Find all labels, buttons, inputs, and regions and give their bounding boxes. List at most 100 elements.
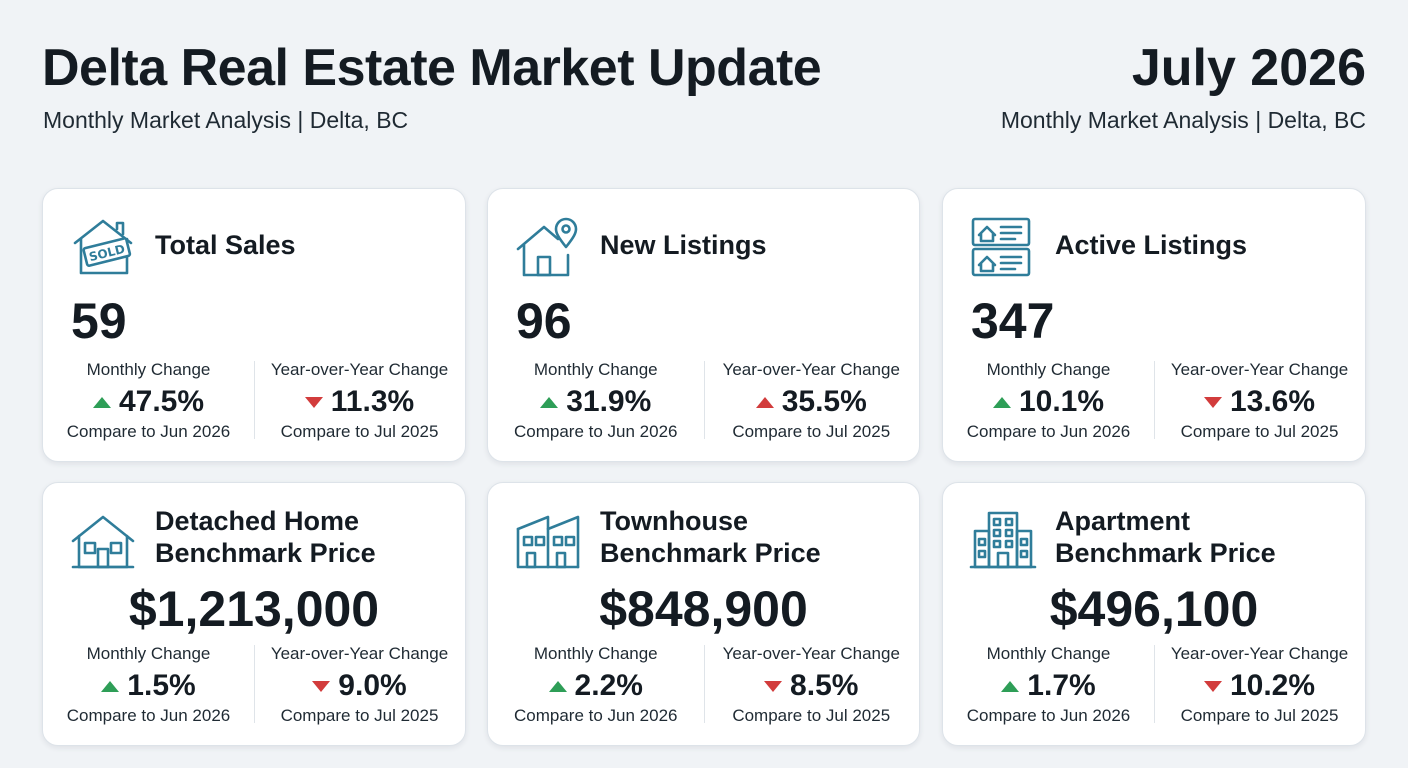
change-stats: Monthly Change 47.5% Compare to Jun 2026… xyxy=(43,359,465,445)
arrow-up-icon xyxy=(101,680,120,692)
divider xyxy=(254,361,255,439)
card-title-line1: Apartment xyxy=(1055,506,1191,536)
monthly-change-value: 31.9% xyxy=(566,385,652,418)
monthly-change-value-row: 1.7% xyxy=(943,667,1154,705)
new-listings-value: 96 xyxy=(516,293,572,349)
card-title-line2: Benchmark Price xyxy=(155,538,376,568)
yoy-change-value: 9.0% xyxy=(338,669,407,702)
yoy-change: Year-over-Year Change 8.5% Compare to Ju… xyxy=(704,643,920,727)
card-title: New Listings xyxy=(600,230,767,260)
card-title-line2: Benchmark Price xyxy=(1055,538,1276,568)
arrow-down-icon xyxy=(304,396,323,408)
change-stats: Monthly Change 10.1% Compare to Jun 2026… xyxy=(943,359,1365,445)
yoy-change-value: 11.3% xyxy=(330,385,415,418)
monthly-change-value-row: 2.2% xyxy=(488,667,704,705)
monthly-change-label: Monthly Change xyxy=(533,360,658,379)
yoy-compare-text: Compare to Jul 2025 xyxy=(732,422,891,441)
divider xyxy=(703,645,705,723)
card-title: Total Sales xyxy=(155,230,296,260)
arrow-up-icon xyxy=(992,396,1011,408)
monthly-change: Monthly Change 1.7% Compare to Jun 2026 xyxy=(943,643,1154,727)
townhouse-price-card: Townhouse Benchmark Price $848,900 Month… xyxy=(487,482,920,746)
monthly-change-label: Monthly Change xyxy=(986,360,1111,379)
monthly-compare-text: Compare to Jun 2026 xyxy=(966,422,1131,441)
detached-house-icon xyxy=(69,509,139,573)
monthly-change: Monthly Change 47.5% Compare to Jun 2026 xyxy=(43,359,254,443)
card-title-line1: Detached Home xyxy=(155,506,360,536)
monthly-change-label: Monthly Change xyxy=(533,644,658,663)
yoy-change-value-row: 8.5% xyxy=(704,667,920,705)
yoy-compare-text: Compare to Jul 2025 xyxy=(1180,706,1339,725)
arrow-up-icon xyxy=(548,680,567,692)
yoy-change: Year-over-Year Change 9.0% Compare to Ju… xyxy=(254,643,465,727)
divider xyxy=(1154,361,1155,439)
yoy-change-value: 8.5% xyxy=(790,669,859,702)
house-location-pin-icon xyxy=(514,215,584,279)
change-stats: Monthly Change 2.2% Compare to Jun 2026 … xyxy=(488,643,919,729)
arrow-up-icon xyxy=(92,396,111,408)
page-subtitle-right: Monthly Market Analysis | Delta, BC xyxy=(1000,107,1366,133)
townhouse-price-value: $848,900 xyxy=(599,581,808,637)
monthly-change-value-row: 31.9% xyxy=(488,383,704,421)
card-title: Apartment Benchmark Price xyxy=(1055,505,1276,569)
new-listings-card: New Listings 96 Monthly Change 31.9% Com… xyxy=(487,188,920,462)
yoy-change: Year-over-Year Change 11.3% Compare to J… xyxy=(254,359,465,443)
arrow-down-icon xyxy=(764,680,783,692)
house-sold-icon: SOLD xyxy=(69,215,139,279)
yoy-compare-text: Compare to Jul 2025 xyxy=(1180,422,1339,441)
yoy-change-value-row: 35.5% xyxy=(704,383,920,421)
arrow-up-icon xyxy=(755,396,774,408)
card-title: Detached Home Benchmark Price xyxy=(155,505,376,569)
monthly-change-value-row: 10.1% xyxy=(943,383,1154,421)
monthly-change-label: Monthly Change xyxy=(86,644,211,663)
change-stats: Monthly Change 31.9% Compare to Jun 2026… xyxy=(488,359,919,445)
apartment-price-value: $496,100 xyxy=(1049,581,1259,637)
total-sales-value: 59 xyxy=(71,293,127,349)
report-date: July 2026 xyxy=(1131,39,1366,97)
monthly-change-value: 47.5% xyxy=(118,385,205,418)
townhouse-icon xyxy=(514,509,584,573)
yoy-change-label: Year-over-Year Change xyxy=(722,360,900,379)
yoy-compare-text: Compare to Jul 2025 xyxy=(280,706,439,725)
monthly-compare-text: Compare to Jun 2026 xyxy=(514,422,678,441)
page-header: Delta Real Estate Market Update Monthly … xyxy=(42,36,1366,146)
total-sales-card: SOLD Total Sales 59 Monthly Change 47.5%… xyxy=(42,188,466,462)
yoy-change-label: Year-over-Year Change xyxy=(1170,644,1349,663)
card-title: Townhouse Benchmark Price xyxy=(600,505,821,569)
page-title: Delta Real Estate Market Update xyxy=(42,39,822,97)
apartment-price-card: Apartment Benchmark Price $496,100 Month… xyxy=(942,482,1366,746)
active-listings-card: Active Listings 347 Monthly Change 10.1%… xyxy=(942,188,1366,462)
monthly-change-value: 1.7% xyxy=(1027,669,1096,702)
arrow-down-icon xyxy=(1203,396,1222,408)
change-stats: Monthly Change 1.5% Compare to Jun 2026 … xyxy=(43,643,465,729)
monthly-compare-text: Compare to Jun 2026 xyxy=(66,706,231,725)
apartment-building-icon xyxy=(969,509,1039,573)
monthly-change-value: 2.2% xyxy=(574,669,643,702)
yoy-change-value-row: 9.0% xyxy=(254,667,465,705)
yoy-change-value: 10.2% xyxy=(1229,669,1316,702)
monthly-change-value-row: 47.5% xyxy=(43,383,254,421)
active-listings-value: 347 xyxy=(971,293,1055,349)
arrow-down-icon xyxy=(1203,680,1222,692)
arrow-up-icon xyxy=(540,396,559,408)
yoy-change: Year-over-Year Change 35.5% Compare to J… xyxy=(704,359,920,443)
yoy-compare-text: Compare to Jul 2025 xyxy=(280,422,439,441)
change-stats: Monthly Change 1.7% Compare to Jun 2026 … xyxy=(943,643,1365,729)
divider xyxy=(254,645,255,723)
monthly-change-value-row: 1.5% xyxy=(43,667,254,705)
monthly-change-value: 10.1% xyxy=(1018,385,1105,418)
detached-home-price-card: Detached Home Benchmark Price $1,213,000… xyxy=(42,482,466,746)
yoy-change-value: 13.6% xyxy=(1229,385,1316,418)
monthly-change: Monthly Change 2.2% Compare to Jun 2026 xyxy=(488,643,704,727)
yoy-change-value-row: 13.6% xyxy=(1154,383,1365,421)
monthly-change: Monthly Change 10.1% Compare to Jun 2026 xyxy=(943,359,1154,443)
yoy-change: Year-over-Year Change 13.6% Compare to J… xyxy=(1154,359,1365,443)
yoy-compare-text: Compare to Jul 2025 xyxy=(732,706,891,725)
divider xyxy=(1154,645,1155,723)
monthly-compare-text: Compare to Jun 2026 xyxy=(514,706,678,725)
monthly-change-label: Monthly Change xyxy=(986,644,1111,663)
monthly-compare-text: Compare to Jun 2026 xyxy=(66,422,231,441)
yoy-change-value-row: 11.3% xyxy=(254,383,465,421)
monthly-change-label: Monthly Change xyxy=(86,360,211,379)
yoy-change-label: Year-over-Year Change xyxy=(722,644,900,663)
